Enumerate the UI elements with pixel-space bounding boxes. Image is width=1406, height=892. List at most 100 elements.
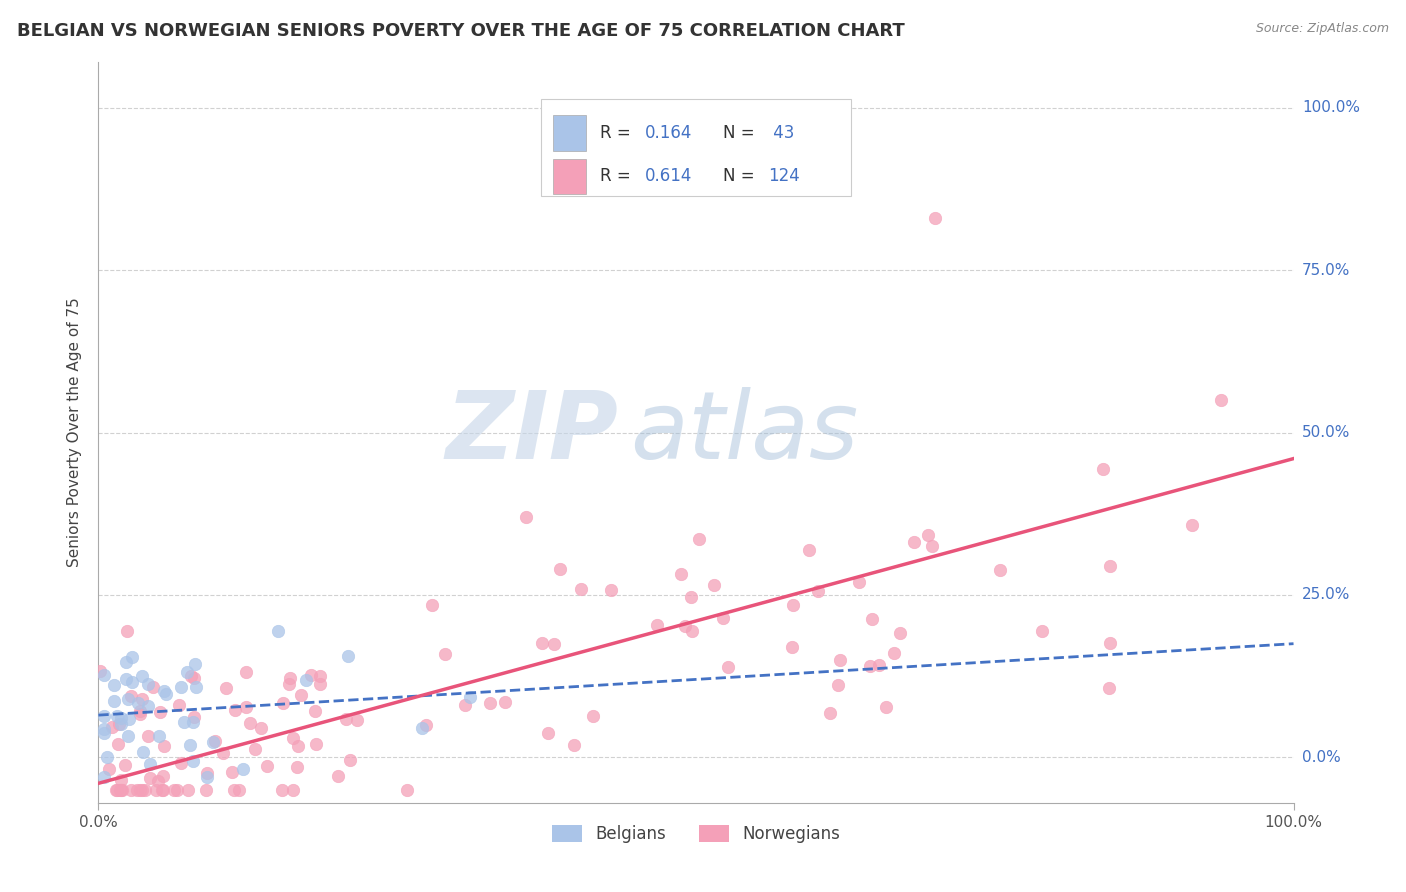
Point bbox=[301, 668, 323, 682]
Point bbox=[283, 782, 305, 797]
Point bbox=[1098, 558, 1121, 573]
Point bbox=[153, 739, 176, 753]
Text: 100.0%: 100.0% bbox=[1302, 101, 1360, 115]
Point bbox=[562, 738, 585, 752]
Point bbox=[129, 704, 152, 718]
Point bbox=[134, 782, 156, 797]
Point bbox=[97, 762, 120, 776]
Legend: Belgians, Norwegians: Belgians, Norwegians bbox=[546, 819, 846, 850]
Point bbox=[1092, 462, 1115, 476]
Point bbox=[148, 729, 170, 743]
Point bbox=[281, 731, 304, 745]
Point bbox=[271, 697, 294, 711]
Point bbox=[346, 713, 368, 727]
Point bbox=[827, 678, 849, 692]
Point bbox=[599, 583, 621, 598]
Point bbox=[267, 624, 290, 638]
Point bbox=[114, 757, 136, 772]
Text: 124: 124 bbox=[768, 168, 800, 186]
Point bbox=[169, 680, 191, 694]
Point bbox=[149, 705, 172, 719]
Point bbox=[110, 782, 132, 797]
Text: 75.0%: 75.0% bbox=[1302, 263, 1350, 277]
Point bbox=[479, 696, 502, 710]
Point bbox=[96, 750, 118, 764]
Text: R =: R = bbox=[600, 124, 637, 142]
Point bbox=[93, 722, 115, 736]
Point bbox=[105, 782, 128, 797]
Point bbox=[115, 624, 138, 638]
Point bbox=[163, 782, 186, 797]
Text: 43: 43 bbox=[768, 124, 794, 142]
Point bbox=[138, 756, 160, 771]
Point bbox=[136, 729, 159, 743]
Point bbox=[848, 574, 870, 589]
Point bbox=[181, 714, 204, 729]
Point bbox=[180, 669, 202, 683]
Point bbox=[868, 658, 890, 673]
Point bbox=[531, 636, 554, 650]
Point bbox=[105, 708, 128, 723]
Point bbox=[859, 659, 882, 673]
Point bbox=[711, 611, 734, 625]
Point bbox=[582, 709, 605, 723]
Point bbox=[131, 669, 153, 683]
Point bbox=[121, 674, 143, 689]
Point bbox=[1211, 393, 1233, 408]
Point bbox=[117, 692, 139, 706]
Point bbox=[304, 704, 326, 718]
Point bbox=[287, 739, 309, 754]
Point bbox=[110, 717, 132, 731]
Point bbox=[167, 698, 190, 712]
Point bbox=[782, 640, 804, 654]
Point bbox=[152, 684, 174, 698]
Point bbox=[278, 676, 301, 690]
Point bbox=[806, 584, 828, 599]
Point bbox=[571, 582, 593, 596]
Point bbox=[454, 698, 477, 713]
Point bbox=[889, 626, 911, 640]
Text: 0.164: 0.164 bbox=[644, 124, 692, 142]
Point bbox=[688, 532, 710, 546]
Point bbox=[115, 655, 138, 669]
Point bbox=[152, 782, 174, 797]
Point bbox=[222, 782, 245, 797]
Point bbox=[250, 721, 273, 735]
Point bbox=[186, 680, 208, 694]
Point bbox=[132, 745, 155, 759]
Point bbox=[117, 729, 139, 743]
Point bbox=[152, 769, 174, 783]
Point bbox=[903, 534, 925, 549]
Point bbox=[415, 717, 437, 731]
Text: BELGIAN VS NORWEGIAN SENIORS POVERTY OVER THE AGE OF 75 CORRELATION CHART: BELGIAN VS NORWEGIAN SENIORS POVERTY OVE… bbox=[17, 22, 904, 40]
Point bbox=[183, 671, 205, 685]
Y-axis label: Seniors Poverty Over the Age of 75: Seniors Poverty Over the Age of 75 bbox=[67, 298, 83, 567]
Point bbox=[127, 782, 149, 797]
Point bbox=[103, 694, 125, 708]
Point bbox=[173, 714, 195, 729]
Point bbox=[114, 673, 136, 687]
Point bbox=[201, 735, 224, 749]
Point bbox=[235, 700, 257, 714]
Point bbox=[256, 759, 278, 773]
Point bbox=[224, 702, 246, 716]
Point bbox=[494, 695, 516, 709]
Text: N =: N = bbox=[724, 124, 761, 142]
Point bbox=[515, 509, 537, 524]
Point bbox=[924, 211, 946, 226]
Point bbox=[110, 711, 132, 725]
Point bbox=[1098, 681, 1121, 695]
Point bbox=[129, 782, 152, 797]
Point bbox=[111, 782, 134, 797]
Point bbox=[183, 710, 205, 724]
Point bbox=[215, 681, 238, 695]
Point bbox=[290, 688, 312, 702]
Text: N =: N = bbox=[724, 168, 761, 186]
Point bbox=[309, 677, 332, 691]
Point bbox=[543, 637, 565, 651]
Point bbox=[536, 726, 558, 740]
Point bbox=[104, 782, 127, 797]
Point bbox=[271, 782, 294, 797]
Point bbox=[93, 708, 115, 723]
Point bbox=[669, 567, 692, 582]
